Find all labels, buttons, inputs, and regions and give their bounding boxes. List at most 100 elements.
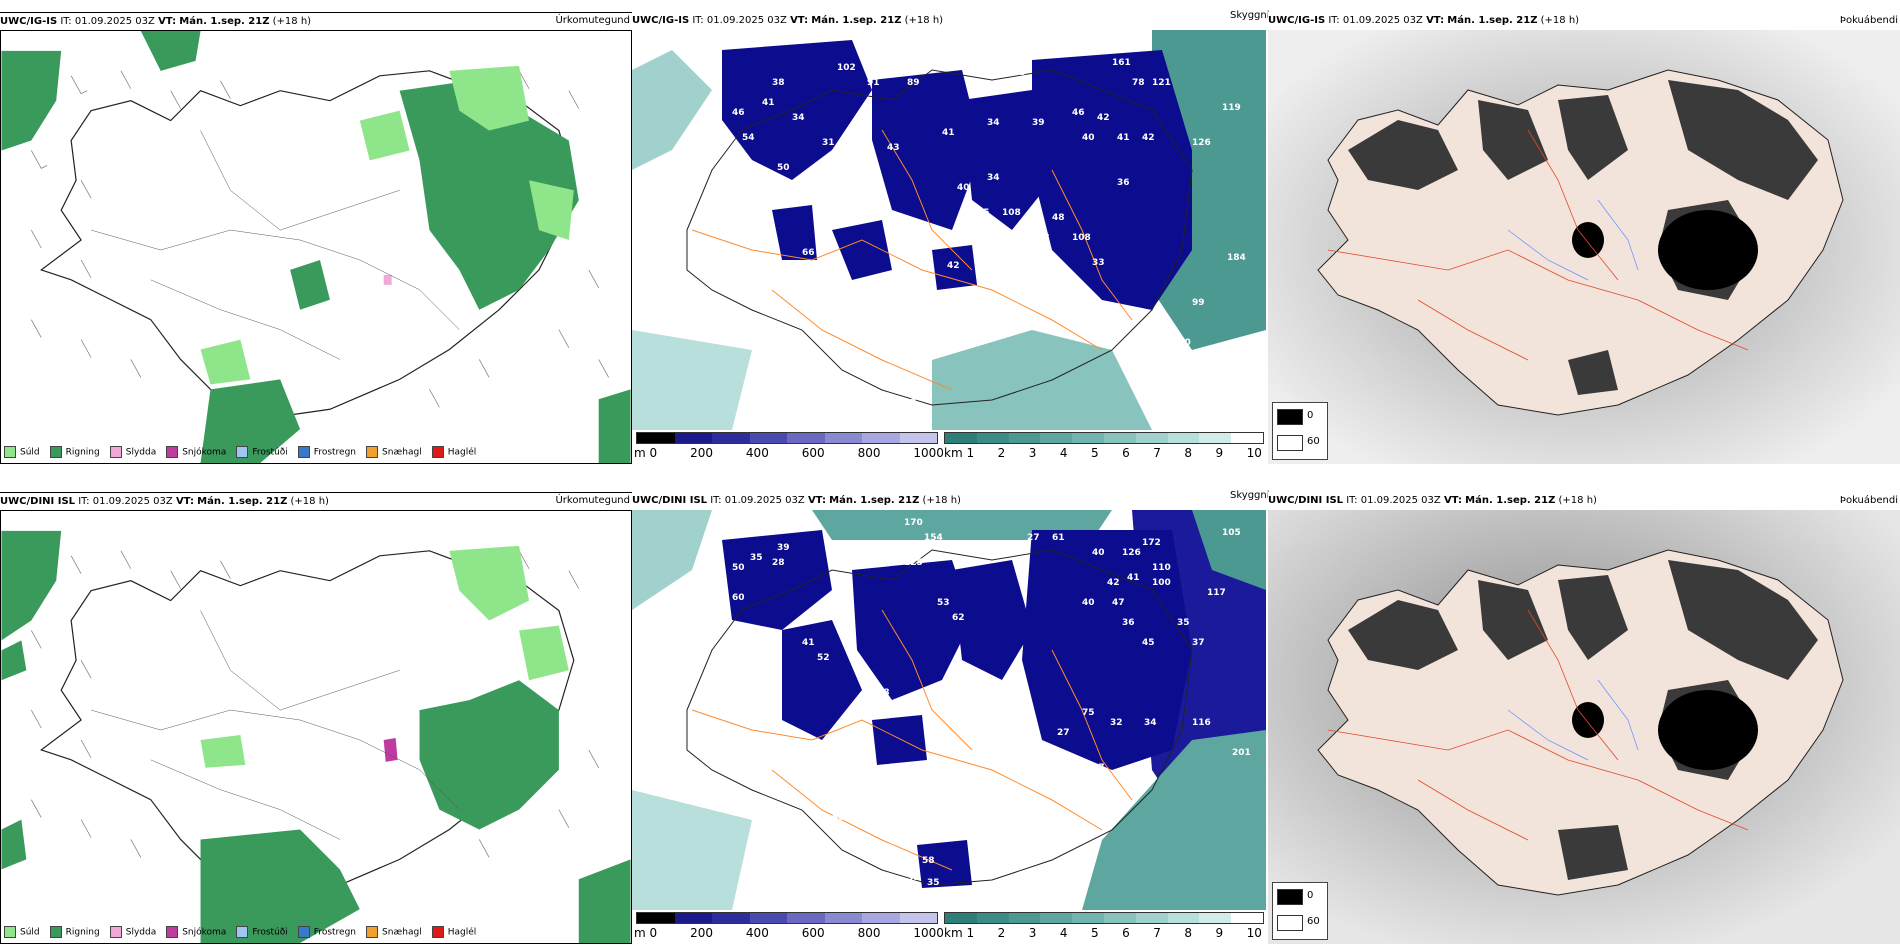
precip-legend: Súld Rigning Slydda Snjókoma Frostúði Fr…	[4, 926, 476, 938]
svg-text:43: 43	[887, 143, 900, 153]
svg-text:80: 80	[832, 813, 845, 823]
svg-text:38: 38	[1037, 233, 1050, 243]
vt-value: Mán. 1.sep. 21Z	[1447, 15, 1538, 26]
svg-text:201: 201	[1232, 748, 1251, 758]
visibility-panel-top: UWC/IG-IS IT: 01.09.2025 03Z VT: Mán. 1.…	[632, 12, 1266, 464]
visibility-title-top: Skyggni	[1230, 10, 1270, 21]
svg-text:42: 42	[1142, 133, 1155, 143]
svg-text:57: 57	[802, 178, 815, 188]
svg-text:39: 39	[1032, 118, 1045, 128]
it-label: IT:	[1328, 15, 1340, 26]
panel-header: UWC/DINI ISL IT: 01.09.2025 03Z VT: Mán.…	[632, 492, 1266, 510]
legend-item: Súld	[4, 446, 40, 458]
svg-text:34: 34	[987, 118, 1000, 128]
svg-text:59: 59	[907, 873, 920, 883]
precip-panel-bottom: UWC/DINI ISL IT: 01.09.2025 03Z VT: Mán.…	[0, 492, 632, 944]
it-value: 01.09.2025 03Z	[1342, 15, 1423, 26]
svg-text:121: 121	[1152, 78, 1171, 88]
svg-text:31: 31	[822, 138, 835, 148]
vt-label: VT:	[175, 496, 194, 507]
legend-item: Frostúði	[236, 926, 288, 938]
svg-text:215: 215	[1007, 68, 1026, 78]
it-label: IT:	[78, 496, 90, 507]
it-value: 01.09.2025 03Z	[92, 496, 173, 507]
svg-text:40: 40	[1092, 548, 1105, 558]
low-visibility-areas	[722, 530, 1192, 888]
precip-legend: Súld Rigning Slydda Snjókoma Frostúði Fr…	[4, 446, 476, 458]
legend-item: Frostregn	[297, 926, 356, 938]
model-name: UWC/DINI ISL	[1268, 495, 1344, 506]
svg-text:85: 85	[822, 338, 835, 348]
svg-text:125: 125	[904, 558, 923, 568]
fog-map	[1268, 510, 1900, 944]
svg-text:35: 35	[750, 553, 763, 563]
low-visibility-areas	[722, 40, 1192, 310]
terrain-colorbar	[636, 432, 938, 444]
panel-header: UWC/IG-IS IT: 01.09.2025 03Z VT: Mán. 1.…	[1268, 12, 1900, 30]
svg-text:41: 41	[802, 638, 815, 648]
svg-text:28: 28	[1017, 733, 1030, 743]
svg-text:46: 46	[1072, 108, 1085, 118]
panel-header: UWC/DINI ISL IT: 01.09.2025 03Z VT: Mán.…	[0, 492, 632, 511]
visibility-panel-bottom: UWC/DINI ISL IT: 01.09.2025 03Z VT: Mán.…	[632, 492, 1266, 944]
svg-text:35: 35	[1017, 263, 1030, 273]
panel-title: Úrkomutegund	[555, 495, 630, 506]
iceland-outline	[40, 70, 575, 420]
svg-text:47: 47	[1112, 598, 1125, 608]
panel-header: UWC/IG-IS IT: 01.09.2025 03Z VT: Mán. 1.…	[0, 12, 632, 31]
roads	[90, 610, 460, 840]
svg-text:27: 27	[1027, 533, 1040, 543]
lead-time: (+18 h)	[1540, 15, 1580, 26]
svg-text:42: 42	[1097, 113, 1110, 123]
svg-text:34: 34	[792, 113, 805, 123]
fog-legend: 0 60	[1272, 402, 1328, 460]
svg-text:116: 116	[1192, 718, 1211, 728]
svg-text:55: 55	[872, 193, 885, 203]
roads	[90, 130, 460, 360]
svg-text:110: 110	[1152, 563, 1171, 573]
svg-text:38: 38	[772, 78, 785, 88]
svg-text:52: 52	[817, 653, 830, 663]
panel-title: Þokuábendi	[1839, 15, 1898, 26]
legend-item: Frostúði	[236, 446, 288, 458]
panel-header: UWC/IG-IS IT: 01.09.2025 03Z VT: Mán. 1.…	[632, 12, 1266, 30]
vt-label: VT:	[1426, 15, 1445, 26]
model-name: UWC/IG-IS	[0, 16, 58, 27]
lead-time: (+18 h)	[1558, 495, 1597, 506]
legend-item: Slydda	[109, 446, 156, 458]
fog-map	[1268, 30, 1900, 464]
roads	[1327, 129, 1749, 361]
drizzle-areas	[200, 65, 574, 385]
svg-text:37: 37	[1192, 638, 1205, 648]
snow-spot	[383, 737, 398, 762]
rain-areas	[1, 31, 631, 463]
svg-text:57: 57	[1092, 763, 1105, 773]
rivers	[1507, 679, 1639, 761]
visibility-labels: 38 102 91 89 215 161 78 121 46 41 34 119…	[732, 58, 1246, 408]
svg-text:54: 54	[742, 133, 755, 143]
it-label: IT:	[60, 16, 72, 27]
svg-text:27: 27	[1057, 728, 1070, 738]
vt-label: VT:	[158, 16, 177, 27]
roads	[1327, 609, 1749, 841]
svg-text:28: 28	[772, 558, 785, 568]
svg-text:126: 126	[1122, 548, 1141, 558]
svg-text:41: 41	[1127, 573, 1140, 583]
legend-item: Súld	[4, 926, 40, 938]
svg-text:50: 50	[777, 163, 790, 173]
svg-text:126: 126	[1192, 138, 1211, 148]
precip-panel-top: UWC/IG-IS IT: 01.09.2025 03Z VT: Mán. 1.…	[0, 12, 632, 464]
terrain-ticks: m 0 200 400 600 800 1000	[634, 926, 944, 940]
svg-text:108: 108	[1072, 233, 1091, 243]
svg-text:69: 69	[997, 703, 1010, 713]
it-value: 01.09.2025 03Z	[724, 495, 805, 506]
svg-text:58: 58	[877, 688, 890, 698]
svg-text:79: 79	[792, 358, 805, 368]
svg-text:170: 170	[904, 518, 923, 528]
svg-text:32: 32	[1110, 718, 1123, 728]
rain-areas	[1, 530, 631, 943]
svg-text:119: 119	[1222, 103, 1241, 113]
it-value: 01.09.2025 03Z	[706, 15, 787, 26]
it-value: 01.09.2025 03Z	[1360, 495, 1441, 506]
svg-text:75: 75	[1082, 708, 1095, 718]
